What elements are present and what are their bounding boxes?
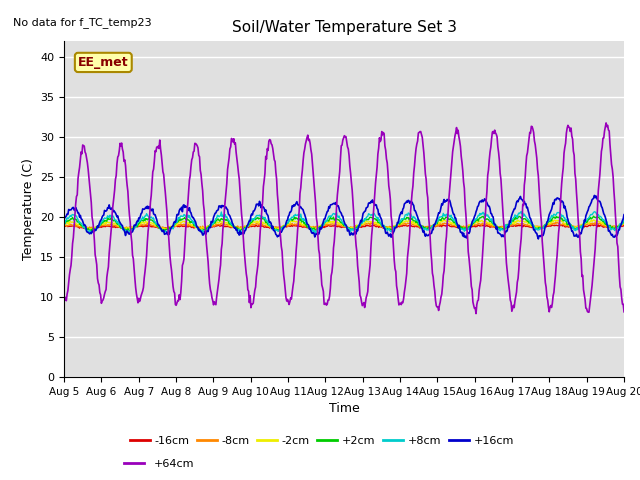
-2cm <box>215 220 223 226</box>
+16cm <box>412 210 420 216</box>
+16cm <box>60 216 68 222</box>
+16cm <box>591 192 598 198</box>
+64cm <box>602 120 610 126</box>
-8cm <box>70 223 78 228</box>
-2cm <box>429 222 437 228</box>
+64cm <box>214 283 222 289</box>
+8cm <box>429 222 437 228</box>
-2cm <box>186 221 193 227</box>
-16cm <box>86 226 93 232</box>
+8cm <box>60 221 68 227</box>
-2cm <box>620 221 628 227</box>
+2cm <box>129 226 136 232</box>
Line: -2cm: -2cm <box>64 220 624 229</box>
+64cm <box>429 270 436 276</box>
+64cm <box>185 188 193 193</box>
Line: +8cm: +8cm <box>64 211 624 233</box>
-8cm <box>413 223 420 228</box>
+64cm <box>412 146 420 152</box>
Y-axis label: Temperature (C): Temperature (C) <box>22 158 35 260</box>
+8cm <box>214 213 222 218</box>
-2cm <box>70 219 78 225</box>
+8cm <box>413 218 420 224</box>
-8cm <box>128 225 136 230</box>
+2cm <box>125 229 133 235</box>
+8cm <box>620 216 628 222</box>
-16cm <box>215 223 223 228</box>
Legend: +64cm: +64cm <box>120 455 198 474</box>
+2cm <box>620 218 628 224</box>
X-axis label: Time: Time <box>328 402 360 415</box>
-16cm <box>429 223 437 229</box>
-8cm <box>215 222 223 228</box>
+16cm <box>70 207 78 213</box>
+8cm <box>70 212 78 217</box>
-2cm <box>163 227 171 232</box>
-8cm <box>186 223 193 229</box>
-8cm <box>60 223 68 229</box>
-8cm <box>429 222 437 228</box>
-16cm <box>70 224 78 229</box>
+64cm <box>128 239 136 245</box>
-2cm <box>590 217 598 223</box>
-16cm <box>620 223 628 229</box>
+2cm <box>590 213 598 219</box>
-16cm <box>413 224 420 229</box>
+2cm <box>70 217 78 223</box>
Line: +16cm: +16cm <box>64 195 624 239</box>
Text: EE_met: EE_met <box>78 56 129 69</box>
+64cm <box>620 309 628 315</box>
-2cm <box>60 222 68 228</box>
Line: -16cm: -16cm <box>64 225 624 229</box>
+16cm <box>620 212 628 217</box>
+64cm <box>60 295 68 301</box>
-16cm <box>60 223 68 229</box>
+64cm <box>472 311 480 316</box>
+8cm <box>185 215 193 220</box>
+8cm <box>312 230 319 236</box>
Text: No data for f_TC_temp23: No data for f_TC_temp23 <box>13 17 152 28</box>
+16cm <box>429 227 436 232</box>
+8cm <box>517 208 525 214</box>
+2cm <box>186 218 193 224</box>
-16cm <box>186 223 193 229</box>
+16cm <box>214 207 222 213</box>
+64cm <box>70 224 78 230</box>
Title: Soil/Water Temperature Set 3: Soil/Water Temperature Set 3 <box>232 21 456 36</box>
+16cm <box>185 207 193 213</box>
-8cm <box>620 221 628 227</box>
+2cm <box>413 219 420 225</box>
-8cm <box>161 226 169 232</box>
+16cm <box>534 236 542 242</box>
-16cm <box>129 225 136 231</box>
+2cm <box>60 221 68 227</box>
Line: -8cm: -8cm <box>64 222 624 229</box>
-8cm <box>552 219 559 225</box>
+2cm <box>215 217 223 223</box>
-2cm <box>128 224 136 230</box>
Line: +2cm: +2cm <box>64 216 624 232</box>
Line: +64cm: +64cm <box>64 123 624 313</box>
-16cm <box>588 222 596 228</box>
+8cm <box>128 228 136 233</box>
+2cm <box>429 223 437 228</box>
+16cm <box>128 229 136 235</box>
-2cm <box>413 221 420 227</box>
